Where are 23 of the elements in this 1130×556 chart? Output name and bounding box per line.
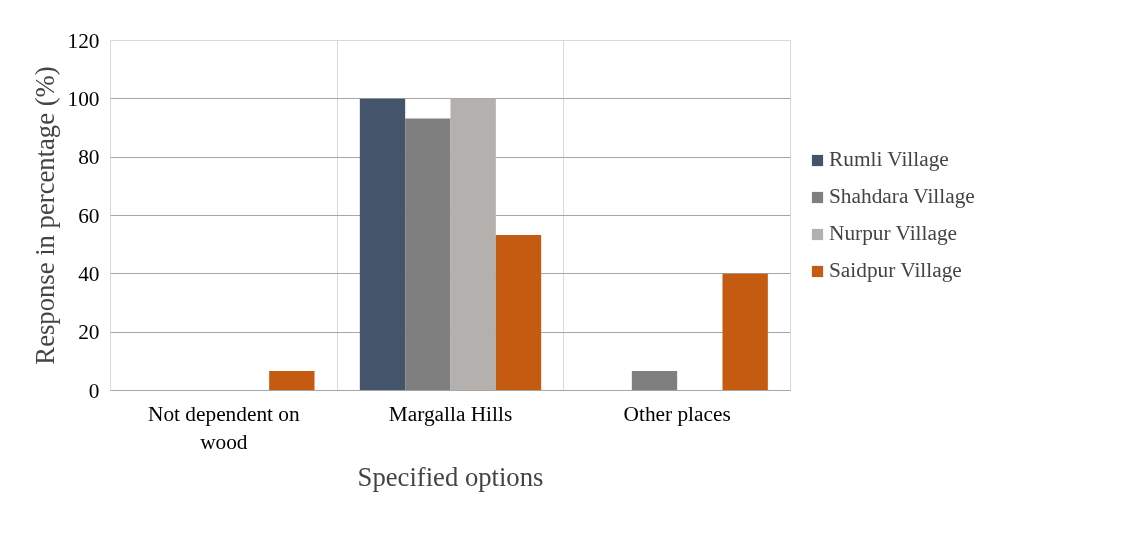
bar [722, 273, 768, 391]
bar [359, 98, 406, 391]
bar [269, 370, 315, 391]
legend-label: Shahdara Village [829, 184, 975, 209]
x-axis-title: Specified options [357, 462, 544, 493]
x-tick-label: Margalla Hills [388, 401, 513, 426]
x-tick-label: Not dependent on wood [148, 401, 300, 455]
bar [631, 370, 678, 391]
y-tick-label: 20 [78, 320, 100, 345]
legend-label: Nurpur Village [829, 221, 958, 246]
y-tick-label: 80 [78, 145, 100, 170]
bar [405, 118, 451, 391]
y-tick-label: 60 [78, 203, 100, 228]
bar [495, 235, 542, 391]
bar [450, 98, 496, 391]
y-tick-label: 0 [88, 378, 100, 403]
y-tick-label: 40 [78, 261, 100, 286]
x-tick-label: Other places [623, 401, 731, 426]
legend-label: Saidpur Village [829, 258, 962, 283]
y-axis-title: Response in percentage (%) [29, 66, 60, 365]
y-tick-label: 100 [67, 86, 100, 111]
y-tick-label: 120 [67, 28, 100, 53]
legend-label: Rumli Village [829, 147, 949, 172]
